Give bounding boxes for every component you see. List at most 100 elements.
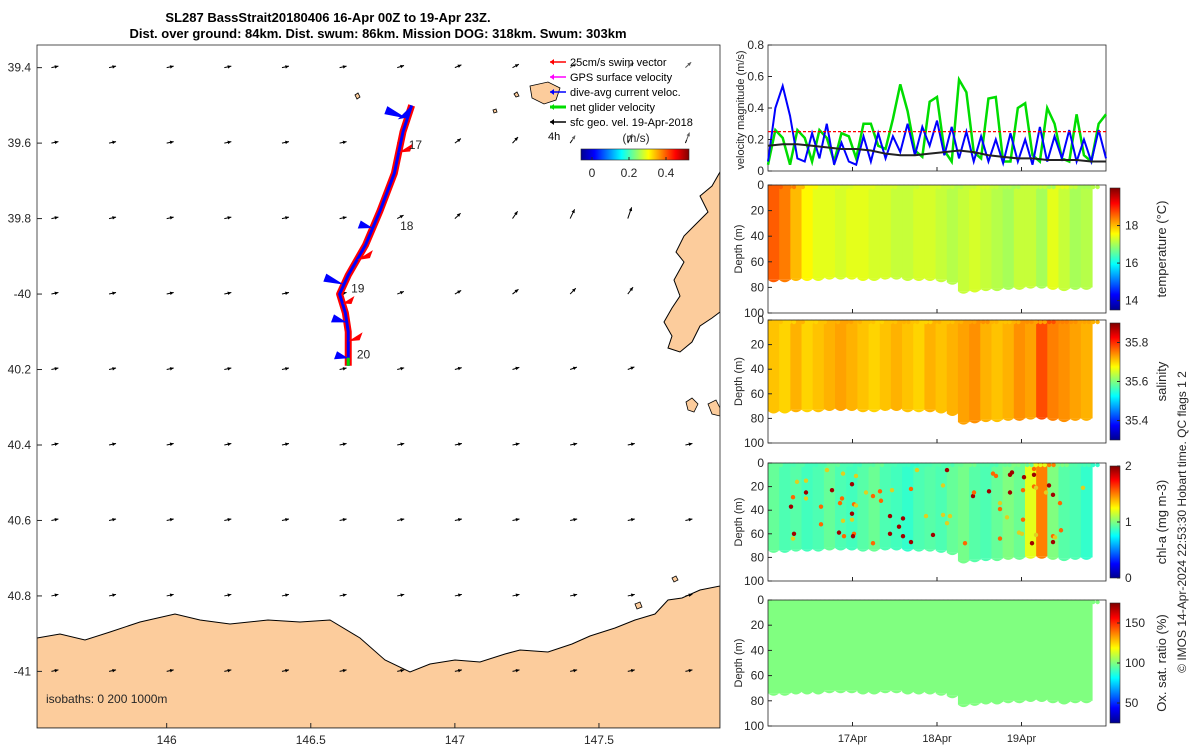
section-column: [790, 600, 803, 692]
geo-vector: [224, 668, 232, 673]
chl-patch-point: [824, 467, 830, 473]
chl-patch-point: [889, 487, 895, 493]
map-y-tick-label: 39.6: [8, 136, 32, 150]
chl-patch-point: [947, 513, 953, 519]
geo-vector: [512, 210, 519, 219]
chl-patch-point: [863, 490, 869, 495]
section-column: [1058, 320, 1071, 420]
time-x-ticks: 17Apr 18Apr 19Apr: [838, 167, 1037, 745]
velocity-y-tick-label: 0.2: [747, 133, 764, 147]
chl-patch-point: [840, 471, 846, 476]
geo-vector: [454, 442, 462, 446]
section-column: [801, 185, 814, 279]
velocity-y-tick-label: 0.6: [747, 70, 764, 84]
section-column: [1080, 600, 1093, 701]
section-column: [1002, 185, 1015, 288]
section-column: [801, 600, 814, 692]
section-column: [902, 185, 914, 279]
section-column: [980, 463, 993, 559]
chl-patch-point: [878, 498, 884, 503]
section-y-tick-label: 60: [751, 255, 765, 269]
tasmania-coast: [37, 585, 720, 728]
section-y-tick-label: 0: [757, 178, 764, 192]
geo-vector: [512, 518, 520, 522]
section-column: [801, 463, 814, 550]
series-dive-avg-current: [767, 82, 1107, 167]
geo-vector: [51, 668, 59, 673]
section-y-tick-label: 100: [744, 436, 764, 450]
section-column: [1036, 185, 1048, 287]
section-column: [924, 320, 937, 410]
section-y-tick-label: 20: [751, 204, 765, 218]
section-colorbar-tick: 2: [1125, 459, 1132, 473]
section-ylabel: Depth (m): [733, 225, 745, 274]
section-column: [1013, 185, 1026, 288]
legend-label: net glider velocity: [570, 102, 655, 114]
section-column: [902, 320, 914, 410]
geo-vector: [685, 442, 693, 446]
section-colorbar-tick: 1: [1125, 515, 1132, 529]
chl-patch-point: [853, 503, 859, 508]
chl-patch-point: [850, 533, 856, 539]
chart-title-line1: SL287 BassStrait20180406 16-Apr 00Z to 1…: [165, 10, 490, 25]
section-column: [1058, 600, 1071, 703]
section-column: [1002, 320, 1015, 419]
section-column: [1069, 320, 1082, 419]
geo-vector: [166, 593, 174, 597]
section-y-tick-label: 40: [751, 643, 765, 657]
geo-vector: [569, 287, 577, 295]
chl-patch-point: [818, 522, 824, 527]
map-y-tick-label: -40: [14, 287, 32, 301]
geo-vector: [224, 593, 232, 597]
section-colorbar-tick: 35.4: [1125, 414, 1149, 428]
chl-patch-point: [803, 478, 809, 483]
section-column: [946, 463, 959, 553]
section-column: [790, 320, 803, 410]
section-column: [1080, 320, 1093, 419]
chl-patch-point: [914, 467, 920, 473]
chl-patch-point: [1009, 470, 1015, 475]
section-column: [969, 320, 981, 421]
time-x-tick-label: 19Apr: [1007, 733, 1037, 745]
section-column: [823, 463, 836, 548]
chl-patch-point: [993, 473, 999, 479]
section-column: [879, 320, 892, 409]
geo-vector: [224, 65, 232, 69]
section-column: [1069, 463, 1082, 558]
geo-vector: [627, 366, 635, 370]
chl-patch-point: [1031, 472, 1037, 477]
chl-patch-point: [791, 531, 797, 536]
geo-vector: [454, 668, 462, 673]
section-chlorophyll: 0 20 40 60 80 100 Depth (m) 0 1 2 chl-a (mg m-3): [733, 456, 1169, 588]
chl-patch-point: [877, 489, 883, 494]
section-y-tick-label: 0: [757, 313, 764, 327]
section-column: [1002, 600, 1015, 701]
section-column: [779, 320, 791, 412]
section-ylabel: Depth (m): [733, 498, 745, 547]
section-column: [823, 185, 836, 278]
chl-patch-point: [1019, 531, 1025, 536]
section-column: [969, 463, 981, 560]
glider-track-current: [338, 104, 414, 366]
geo-vector: [281, 140, 290, 145]
chl-patch-point: [839, 496, 845, 501]
section-y-tick-label: 80: [751, 694, 765, 708]
geo-vector: [339, 216, 347, 220]
map-y-tick-label: 39.4: [8, 61, 32, 75]
chl-patch-point: [930, 532, 936, 538]
chl-patch-point: [1050, 539, 1056, 545]
series-sfc-geo-velocity: [767, 143, 1106, 163]
chl-patch-point: [788, 504, 794, 509]
section-column: [768, 320, 780, 412]
section-column: [823, 320, 836, 409]
legend-entry: 25cm/s swim vector: [550, 57, 667, 69]
islet-south-2: [671, 575, 679, 583]
geo-vector: [454, 593, 462, 597]
section-column: [902, 463, 914, 550]
section-column: [1069, 185, 1082, 288]
geo-vector: [570, 518, 578, 522]
geo-vector: [339, 367, 347, 371]
chl-patch-point: [849, 517, 855, 522]
geo-vector: [454, 212, 461, 219]
